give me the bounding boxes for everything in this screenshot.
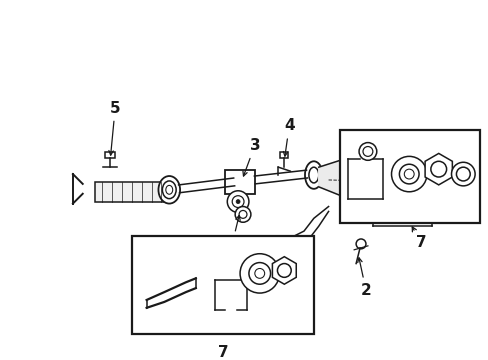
Text: 4: 4 [283,118,294,156]
Circle shape [409,210,423,223]
Circle shape [358,143,376,160]
Text: 6: 6 [226,216,240,251]
Bar [280,152,287,158]
Text: 3: 3 [243,138,260,176]
Polygon shape [318,159,426,207]
Polygon shape [272,257,296,284]
Text: 2: 2 [357,258,370,298]
Circle shape [355,239,365,249]
Polygon shape [424,153,451,185]
Bar [340,130,479,223]
Circle shape [235,207,250,222]
Text: 5: 5 [109,101,120,155]
Bar [132,236,313,334]
Circle shape [450,162,474,186]
Text: 1: 1 [406,145,420,188]
Circle shape [236,200,240,203]
Circle shape [240,254,279,293]
Circle shape [227,191,248,212]
Ellipse shape [158,176,180,203]
Text: 7: 7 [411,227,426,251]
Ellipse shape [305,161,322,189]
Circle shape [385,210,399,223]
Bar [105,152,115,158]
Text: 7: 7 [217,345,228,360]
FancyBboxPatch shape [225,170,254,194]
Circle shape [391,156,426,192]
FancyBboxPatch shape [94,182,168,202]
